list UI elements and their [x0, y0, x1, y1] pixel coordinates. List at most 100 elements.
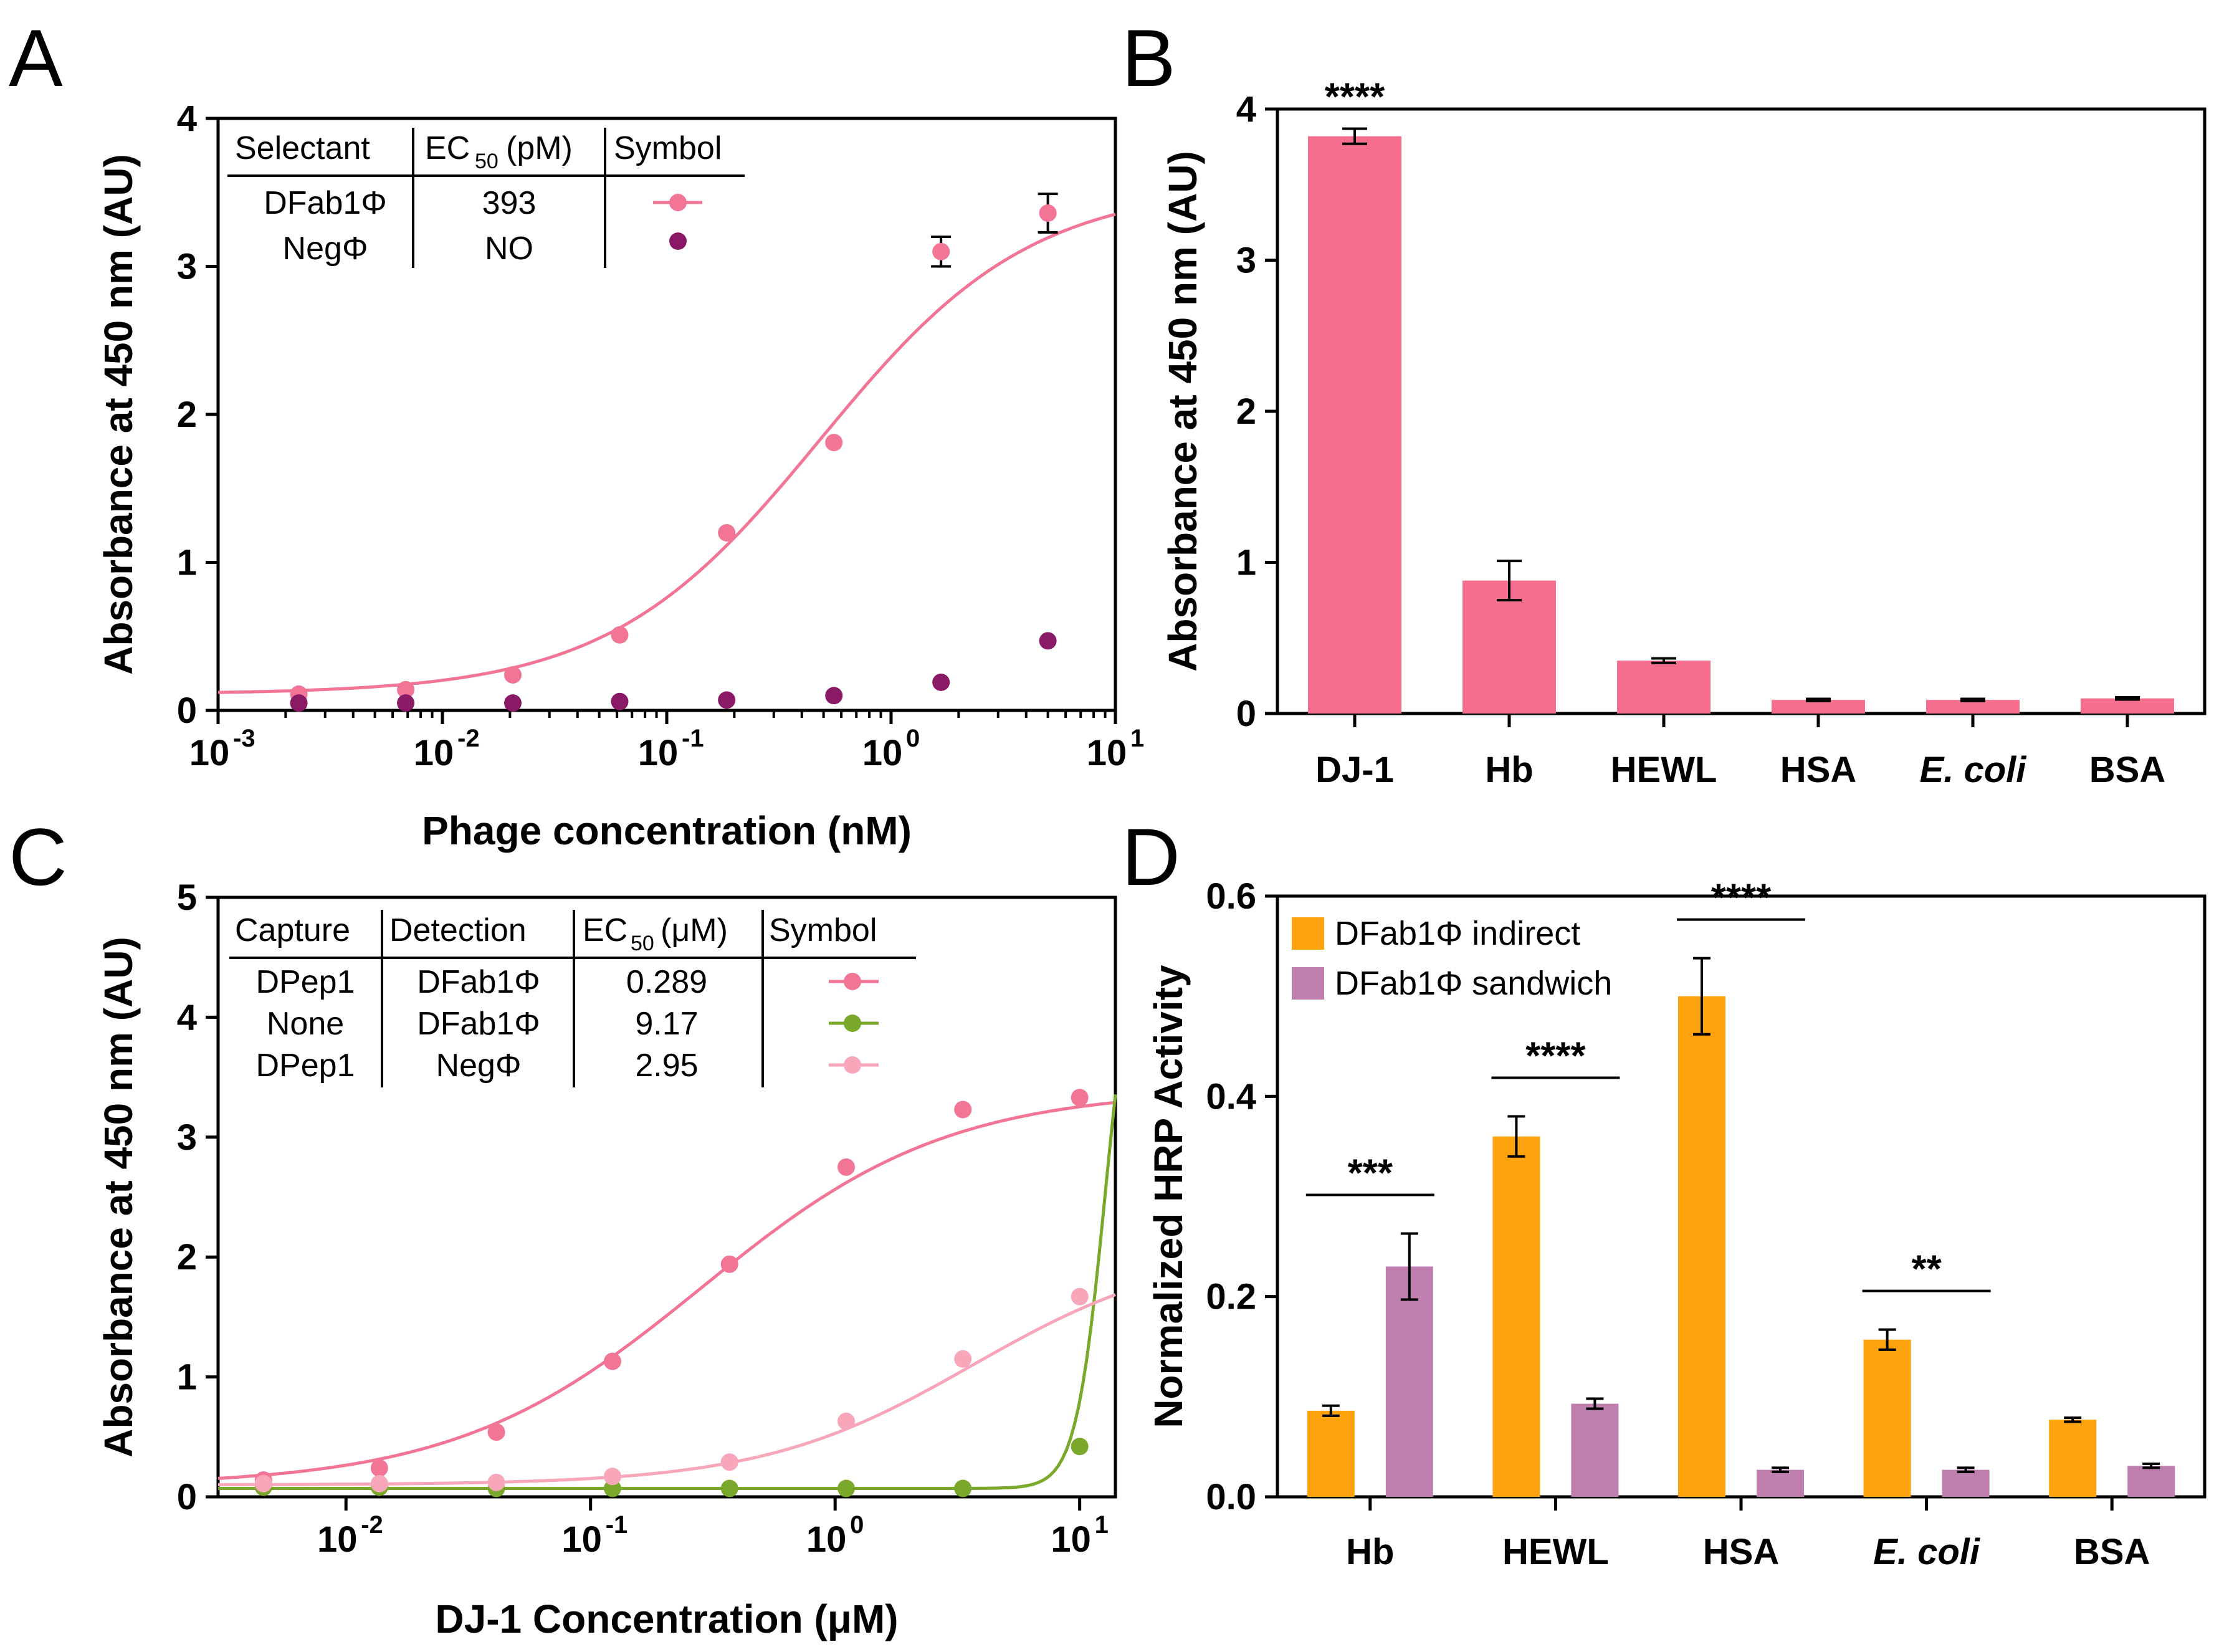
- panel-a-table-header: Symbol: [614, 130, 722, 166]
- panel-a-xtick-label: 10: [862, 733, 903, 773]
- panel-c-xlabel: DJ-1 Concentration (μM): [435, 1597, 898, 1641]
- panel-d-bar-series-2: [2127, 1466, 2175, 1497]
- panel-d-ylabel: Normalized HRP Activity: [1146, 965, 1191, 1428]
- panel-c-table-header: EC: [583, 912, 627, 948]
- panel-a-point-series-1: [1039, 204, 1057, 222]
- panel-d-significance: ****: [1711, 877, 1772, 920]
- panel-c-xtick-exponent: 0: [850, 1511, 864, 1539]
- panel-c-ytick-label: 5: [177, 877, 197, 918]
- panel-d-ytick-label: 0.0: [1206, 1477, 1256, 1517]
- panel-c-ytick-label: 2: [177, 1237, 197, 1277]
- panel-b-ytick-label: 3: [1236, 241, 1256, 281]
- panel-a-point-series-1: [611, 626, 629, 644]
- panel-c-table-cell-capture: DPep1: [256, 1048, 355, 1084]
- panel-c-table-cell-ec50: 9.17: [635, 1006, 698, 1042]
- panel-c-point-series-3: [720, 1453, 738, 1471]
- panel-b-plot-frame: [1276, 107, 2207, 715]
- panel-a-xtick-exponent: 1: [1130, 725, 1144, 752]
- panel-c-plot-frame: [216, 895, 1117, 1499]
- panel-c-xtick-exponent: 1: [1095, 1511, 1109, 1539]
- panel-d-ytick-label: 0.4: [1206, 1076, 1256, 1117]
- panel-d-bar-series-1: [2049, 1420, 2097, 1497]
- panel-c-xtick-label: 10: [806, 1519, 847, 1560]
- panel-d-significance: ****: [1525, 1034, 1586, 1077]
- panel-c-point-series-1: [720, 1255, 738, 1273]
- panel-c-table-header: Symbol: [769, 912, 877, 948]
- panel-a-table-cell-ec50: NO: [485, 231, 533, 267]
- panel-b-chart: 0 1 2 3 4 Absorbance at 450 nm (AU) DJ-1 Hb HEWL…: [1160, 76, 2207, 790]
- panel-b-ytick-label: 2: [1236, 391, 1256, 432]
- panel-a-point-series-1: [932, 242, 950, 260]
- panel-c-point-series-1: [837, 1158, 855, 1176]
- panel-b-ylabel: Absorbance at 450 nm (AU): [1160, 151, 1205, 672]
- panel-d-xtick-label: BSA: [2074, 1532, 2150, 1572]
- panel-c-xtick-label: 10: [317, 1519, 358, 1560]
- panel-c-table-header: (μM): [661, 912, 728, 948]
- panel-b-ytick-label: 4: [1236, 89, 1256, 130]
- panel-c-table-cell-detection: DFab1Φ: [417, 964, 540, 1000]
- panel-d-bar-series-2: [1757, 1469, 1804, 1497]
- panel-d-xtick-label: HSA: [1703, 1532, 1779, 1572]
- panel-c-point-series-3: [487, 1473, 505, 1491]
- panel-c-point-series-3: [1071, 1287, 1089, 1306]
- panel-c-fit-curve-2: [218, 1094, 1117, 1490]
- panel-c-point-series-3: [603, 1468, 621, 1486]
- panel-c-table-cell-capture: DPep1: [256, 964, 355, 1000]
- panel-d-bar-series-2: [1571, 1403, 1619, 1497]
- panel-a-ytick-label: 2: [177, 394, 197, 435]
- panel-c-point-series-2: [1071, 1438, 1089, 1456]
- panel-a-point-series-2: [1039, 632, 1057, 650]
- panel-d-legend-swatch: [1292, 967, 1324, 1000]
- panel-d-bar-series-1: [1307, 1410, 1355, 1497]
- panel-a-point-series-1: [718, 524, 736, 542]
- panel-a-point-series-2: [718, 691, 736, 709]
- panel-a-table-header: (pM): [506, 130, 573, 166]
- panel-a-xtick-label: 10: [638, 733, 679, 773]
- panel-d-bar-series-2: [1385, 1266, 1433, 1497]
- panel-d-legend-label: DFab1Φ indirect: [1335, 915, 1580, 952]
- panel-a-xtick-exponent: -1: [682, 725, 704, 752]
- panel-c-table-symbol: [844, 1056, 861, 1074]
- panel-a-xtick-exponent: 0: [906, 725, 920, 752]
- panel-a-point-series-1: [825, 434, 843, 452]
- panel-c-point-series-2: [603, 1479, 621, 1497]
- panel-d-legend-label: DFab1Φ sandwich: [1335, 965, 1612, 1002]
- panel-d-bar-series-2: [1942, 1469, 1990, 1497]
- panel-a-point-series-1: [503, 666, 522, 684]
- panel-label-a: A: [9, 12, 63, 103]
- panel-a-xtick-exponent: -2: [457, 725, 480, 752]
- panel-a-table-cell-ec50: 393: [482, 185, 537, 221]
- panel-d-xtick-label: E. coli: [1873, 1532, 1981, 1572]
- panel-c-point-series-3: [370, 1474, 388, 1492]
- panel-d-bar-series-1: [1863, 1339, 1911, 1497]
- panel-a-table-symbol: [669, 232, 687, 250]
- panel-c-table-symbol: [844, 973, 861, 990]
- panel-c-fit-curve-3: [218, 1293, 1116, 1486]
- panel-a-ytick-label: 3: [177, 247, 197, 287]
- panel-d-ytick-label: 0.2: [1206, 1277, 1256, 1317]
- panel-d-xtick-label: HEWL: [1502, 1532, 1609, 1572]
- panel-a-table: Selectant EC 50 (pM) Symbol DFab1Φ 393 NegΦ NO: [227, 128, 745, 268]
- panel-a-ytick-label: 1: [177, 543, 197, 583]
- panel-b-ytick-label: 0: [1236, 694, 1256, 734]
- panel-c-point-series-2: [837, 1479, 855, 1497]
- panel-a-table-header: Selectant: [235, 130, 370, 166]
- panel-c-table-cell-capture: None: [267, 1006, 344, 1042]
- panel-a-xlabel: Phage concentration (nM): [422, 808, 912, 853]
- panel-c-ytick-label: 0: [177, 1477, 197, 1517]
- panel-b-bar: [1772, 700, 1865, 714]
- panel-a-table-symbol: [669, 194, 687, 211]
- panel-label-c: C: [9, 811, 67, 902]
- panel-c-table-cell-detection: DFab1Φ: [417, 1006, 540, 1042]
- panel-c-ytick-label: 1: [177, 1357, 197, 1398]
- panel-b-bar: [1617, 661, 1711, 714]
- panel-b-xtick-label: Hb: [1485, 750, 1533, 790]
- panel-c-table-cell-detection: NegΦ: [436, 1048, 522, 1084]
- panel-c-xtick-label: 10: [561, 1519, 602, 1560]
- panel-label-d: D: [1122, 811, 1180, 902]
- panel-a-table-header: EC: [425, 130, 470, 166]
- panel-c-point-series-1: [603, 1352, 621, 1370]
- panel-c-fit-curve-1: [217, 1101, 1116, 1480]
- panel-c-ytick-label: 4: [177, 997, 197, 1038]
